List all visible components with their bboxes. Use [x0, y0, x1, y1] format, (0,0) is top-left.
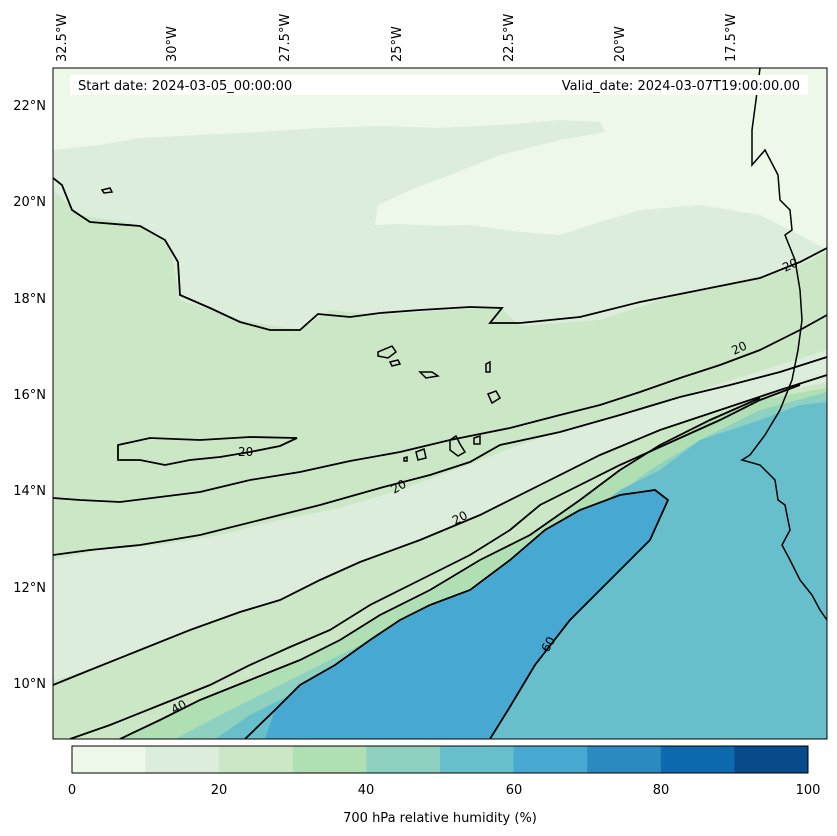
- contour-lines: [53, 177, 827, 739]
- lon-label: 27.5°W: [278, 14, 293, 62]
- colorbar-segment: [366, 746, 441, 773]
- colorbar-segment: [292, 746, 367, 773]
- humidity-field: [53, 68, 827, 739]
- colorbar-segment: [219, 746, 294, 773]
- colorbar: [72, 746, 809, 773]
- lon-label: 22.5°W: [502, 14, 517, 62]
- contour-label: 20: [729, 339, 749, 358]
- lat-label: 14°N: [13, 484, 46, 499]
- colorbar-frame: [71, 745, 809, 774]
- cape-verde-maio: [473, 434, 481, 445]
- lon-label: 25°W: [390, 26, 405, 62]
- contour-40a: [69, 384, 801, 739]
- contour-20-north: [53, 177, 827, 331]
- latitude-labels: 22°N 20°N 18°N 16°N 14°N 12°N 10°N: [13, 99, 46, 692]
- rh-band-0-10: [53, 68, 827, 250]
- colorbar-segment: [660, 746, 735, 773]
- header-box: [70, 75, 808, 95]
- rh-band-50-60: [215, 402, 827, 739]
- colorbar-tick-label: 100: [796, 783, 821, 798]
- colorbar-segment: [513, 746, 588, 773]
- map-frame: [52, 67, 828, 740]
- contour-20-closed: [117, 436, 298, 466]
- lat-label: 16°N: [13, 388, 46, 403]
- lon-label: 32.5°W: [55, 14, 70, 62]
- colorbar-segment: [440, 746, 515, 773]
- cape-verde-santiago: [449, 434, 467, 457]
- cape-verde-sao-nicolau: [418, 371, 440, 379]
- cape-verde-santo-antao: [377, 345, 398, 359]
- contour-label: 20: [389, 477, 409, 497]
- rh-band-60-70: [265, 490, 668, 739]
- colorbar-segment: [145, 746, 220, 773]
- contour-label: 60: [538, 634, 558, 654]
- contour-60: [244, 489, 670, 739]
- contour-40b: [119, 397, 761, 739]
- lat-label: 12°N: [13, 581, 46, 596]
- longitude-labels: 32.5°W 30°W 27.5°W 25°W 22.5°W 20°W 17.5…: [55, 14, 739, 62]
- lon-label: 30°W: [165, 26, 180, 62]
- colorbar-tick-label: 0: [68, 783, 76, 798]
- lat-label: 10°N: [13, 677, 46, 692]
- valid-date-text: Valid_date: 2024-03-07T19:00:00.00: [562, 79, 800, 94]
- colorbar-tick-label: 60: [506, 783, 523, 798]
- contour-label: 20: [450, 508, 470, 528]
- lat-label: 20°N: [13, 195, 46, 210]
- contour-labels: 20 20 20 20 20 40 60: [169, 256, 800, 717]
- contour-label: 40: [169, 697, 189, 717]
- cape-verde-boa-vista: [486, 390, 502, 405]
- cape-verde-sal: [485, 360, 491, 373]
- start-date-text: Start date: 2024-03-05_00:00:00: [78, 79, 292, 94]
- colorbar-segment: [72, 746, 147, 773]
- cape-verde-sao-vicente: [388, 359, 402, 367]
- lat-label: 22°N: [13, 99, 46, 114]
- island-northwest: [100, 187, 114, 194]
- colorbar-segment: [734, 746, 809, 773]
- lon-label: 17.5°W: [724, 14, 739, 62]
- colorbar-tick-label: 40: [358, 783, 375, 798]
- lat-label: 18°N: [13, 292, 46, 307]
- contour-label: 20: [780, 256, 800, 275]
- contour-label: 20: [238, 445, 253, 459]
- colorbar-tick-label: 80: [653, 783, 670, 798]
- colorbar-ticks: 0 20 40 60 80 100: [68, 783, 821, 798]
- contour-30: [53, 374, 827, 686]
- colorbar-tick-label: 20: [211, 783, 228, 798]
- coastline: [100, 68, 827, 621]
- contour-20-south: [53, 356, 827, 556]
- island-brava: [403, 455, 408, 462]
- lon-label: 20°W: [613, 26, 628, 62]
- cape-verde-fogo: [415, 447, 427, 461]
- colorbar-segment: [587, 746, 662, 773]
- colorbar-title: 700 hPa relative humidity (%): [343, 811, 537, 826]
- africa-coast: [740, 68, 827, 621]
